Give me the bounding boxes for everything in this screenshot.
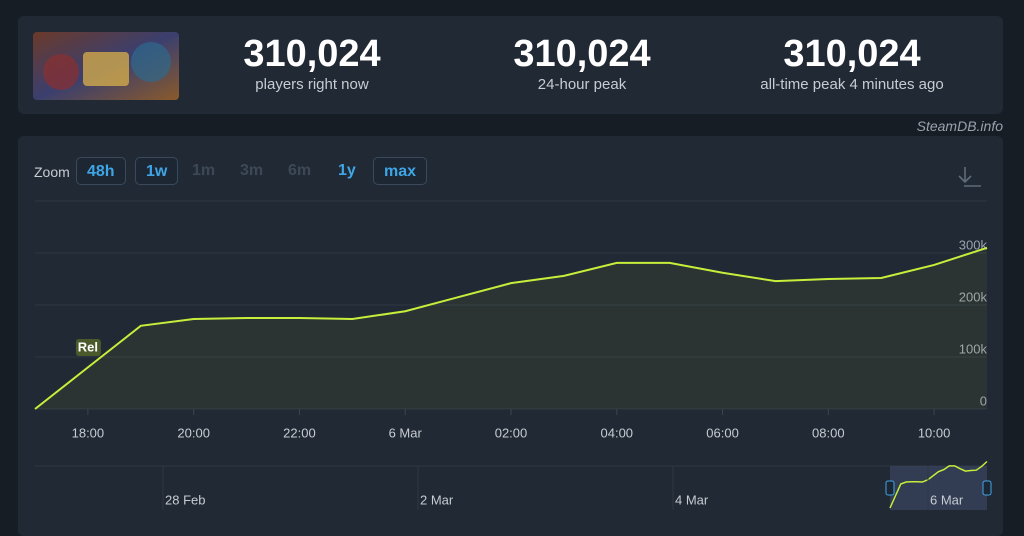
y-tick-label: 0 [980,393,987,408]
stat: 310,024 players right now [182,34,442,93]
annotation-text: Rel [78,339,98,354]
game-image [33,32,179,100]
y-tick-label: 300k [959,237,988,252]
zoom-button[interactable]: 1w [135,157,179,185]
download-icon[interactable] [958,167,981,187]
chart-card [18,136,1003,536]
stat-label: all-time peak 4 minutes ago [760,76,944,93]
navigator-label: 6 Mar [930,492,964,507]
x-tick-label: 6 Mar [389,425,423,440]
stat-value: 310,024 [513,33,651,75]
stat-label: players right now [255,76,369,93]
stat: 310,024 24-hour peak [452,34,712,93]
x-tick-label: 02:00 [495,425,528,440]
y-tick-label: 100k [959,341,988,356]
zoom-button: 6m [288,162,312,179]
zoom-button: 3m [240,162,264,179]
zoom-label: Zoom [34,164,70,180]
navigator-handle[interactable] [885,480,895,496]
navigator-handle[interactable] [982,480,992,496]
navigator-label: 28 Feb [165,492,205,507]
navigator-label: 2 Mar [420,492,454,507]
x-tick-label: 20:00 [177,425,210,440]
zoom-button: 1m [192,162,216,179]
stat-label: 24-hour peak [537,76,627,93]
area [35,247,987,409]
navigator-label: 4 Mar [675,492,709,507]
zoom-button[interactable]: 1y [338,162,356,179]
zoom-button[interactable]: max [373,157,428,185]
navigator-line [889,460,988,509]
stats-card [18,16,1003,114]
x-tick-label: 10:00 [918,425,951,440]
x-tick-label: 08:00 [812,425,845,440]
line [34,246,988,410]
x-tick-label: 04:00 [601,425,634,440]
zoom-button[interactable]: 48h [76,157,126,185]
stat-value: 310,024 [783,33,921,75]
stat: 310,024 all-time peak 4 minutes ago [722,34,982,93]
credit: SteamDB.info [916,118,1003,134]
x-tick-label: 22:00 [283,425,316,440]
x-tick-label: 06:00 [706,425,739,440]
x-tick-label: 18:00 [72,425,105,440]
stat-value: 310,024 [243,33,381,75]
y-tick-label: 200k [959,289,988,304]
navigator-window[interactable] [890,466,987,510]
annotation-badge [75,339,101,356]
